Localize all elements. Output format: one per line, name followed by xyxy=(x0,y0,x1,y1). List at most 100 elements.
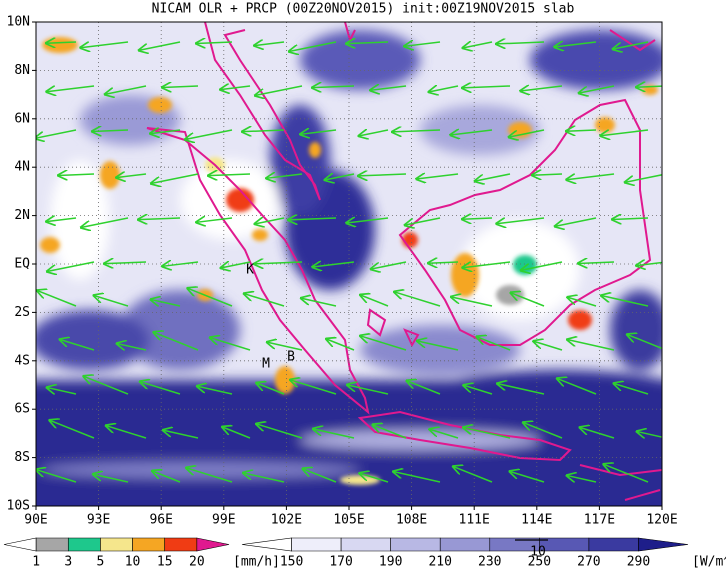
wind-arrow xyxy=(37,290,77,307)
wind-arrow xyxy=(301,298,337,307)
lon-label: 105E xyxy=(333,513,364,528)
olr-label: 250 xyxy=(528,555,551,570)
wind-arrow xyxy=(346,42,389,44)
lat-label: 8S xyxy=(14,450,30,465)
place-label: K xyxy=(246,263,254,278)
axes: 90E 93E 96E 99E 102E 105E 108E 111E 114E 117E 120E… xyxy=(7,15,678,528)
wind-arrow xyxy=(625,174,662,182)
lon-label: 114E xyxy=(521,513,552,528)
wind-arrow xyxy=(256,424,303,439)
lon-label: 96E xyxy=(149,513,172,528)
wind-arrow xyxy=(187,288,233,307)
lon-label: 93E xyxy=(87,513,110,528)
olr-label: 210 xyxy=(428,555,451,570)
precip-swatch xyxy=(164,537,198,552)
wind-arrow xyxy=(244,294,285,307)
wind-arrow xyxy=(220,86,251,90)
wind-arrow xyxy=(567,340,615,351)
precip-swatch xyxy=(3,537,37,552)
lat-label: 8N xyxy=(14,63,30,78)
wind-arrow xyxy=(163,430,199,439)
wind-arrow xyxy=(116,174,147,178)
wind-arrow xyxy=(255,85,303,96)
olr-swatch xyxy=(241,537,292,552)
wind-arrow xyxy=(185,129,233,140)
wind-arrow xyxy=(186,468,233,483)
wind-arrow xyxy=(162,86,199,87)
map-area: K B M xyxy=(36,22,662,506)
wind-arrow xyxy=(579,85,615,93)
wind-arrow xyxy=(416,174,459,179)
wind-arrow xyxy=(106,426,147,439)
wind-arrow xyxy=(370,86,407,90)
wind-arrow xyxy=(475,173,511,181)
lat-label: 10S xyxy=(7,499,30,514)
wind-arrow xyxy=(312,262,355,267)
precip-label: 15 xyxy=(157,555,173,570)
lat-label: 4S xyxy=(14,353,30,368)
olr-label: 190 xyxy=(379,555,402,570)
wind-arrow xyxy=(104,262,147,264)
wind-arrow xyxy=(196,218,233,222)
wind-arrow xyxy=(358,174,407,176)
reference-vector-label: 10 xyxy=(530,545,546,560)
wind-arrow xyxy=(93,474,129,483)
wind-arrow xyxy=(46,218,77,222)
wind-arrow xyxy=(601,296,649,307)
wind-arrow xyxy=(138,218,181,220)
wind-arrow xyxy=(47,387,77,395)
wind-arrow xyxy=(92,130,129,131)
wind-arrow xyxy=(326,339,355,351)
wind-arrow xyxy=(288,218,337,220)
wind-arrow xyxy=(557,378,597,395)
wind-arrow xyxy=(325,174,355,180)
wind-arrow xyxy=(83,376,129,395)
wind-arrow xyxy=(566,130,597,131)
lat-label: 6S xyxy=(14,402,30,417)
wind-arrow xyxy=(105,85,147,94)
coastlines xyxy=(146,22,662,501)
wind-arrow xyxy=(266,174,303,178)
wind-arrow xyxy=(210,338,251,351)
wind-arrow xyxy=(289,41,337,52)
wind-arrow xyxy=(140,382,181,395)
graticule xyxy=(36,22,662,506)
wind-arrow xyxy=(451,297,493,307)
lon-label: 99E xyxy=(212,513,235,528)
wind-arrow xyxy=(49,420,95,439)
wind-arrow xyxy=(153,332,199,351)
wind-arrow xyxy=(603,464,649,483)
wind-arrow xyxy=(532,174,563,175)
olr-unit: [W/m^2] xyxy=(692,555,726,570)
lat-label: 4N xyxy=(14,160,30,175)
wind-arrow xyxy=(242,130,285,132)
wind-arrow xyxy=(509,129,545,137)
wind-arrow xyxy=(312,86,355,88)
wind-arrow xyxy=(405,217,441,225)
wind-arrow xyxy=(290,380,337,395)
wind-arrow xyxy=(80,41,129,48)
wind-arrow xyxy=(511,293,545,307)
wind-arrow xyxy=(533,341,563,351)
wind-arrow xyxy=(417,341,459,351)
olr-swatch xyxy=(291,537,342,552)
wind-arrow xyxy=(554,42,597,47)
olr-swatch xyxy=(439,537,491,552)
wind-arrow xyxy=(360,295,389,307)
wind-arrow xyxy=(94,295,129,307)
precip-label: 1 xyxy=(32,555,40,570)
wind-arrow xyxy=(477,337,511,351)
precip-swatch xyxy=(67,537,101,552)
wind-arrow xyxy=(404,42,441,46)
wind-arrow xyxy=(81,217,129,228)
lon-label: 108E xyxy=(396,513,427,528)
wind-arrow xyxy=(496,42,545,44)
wind-arrow xyxy=(566,173,615,180)
wind-arrow xyxy=(313,429,355,439)
olr-label: 230 xyxy=(478,555,501,570)
precip-label: 3 xyxy=(64,555,72,570)
wind-arrow xyxy=(523,422,563,439)
wind-arrow xyxy=(637,431,662,438)
